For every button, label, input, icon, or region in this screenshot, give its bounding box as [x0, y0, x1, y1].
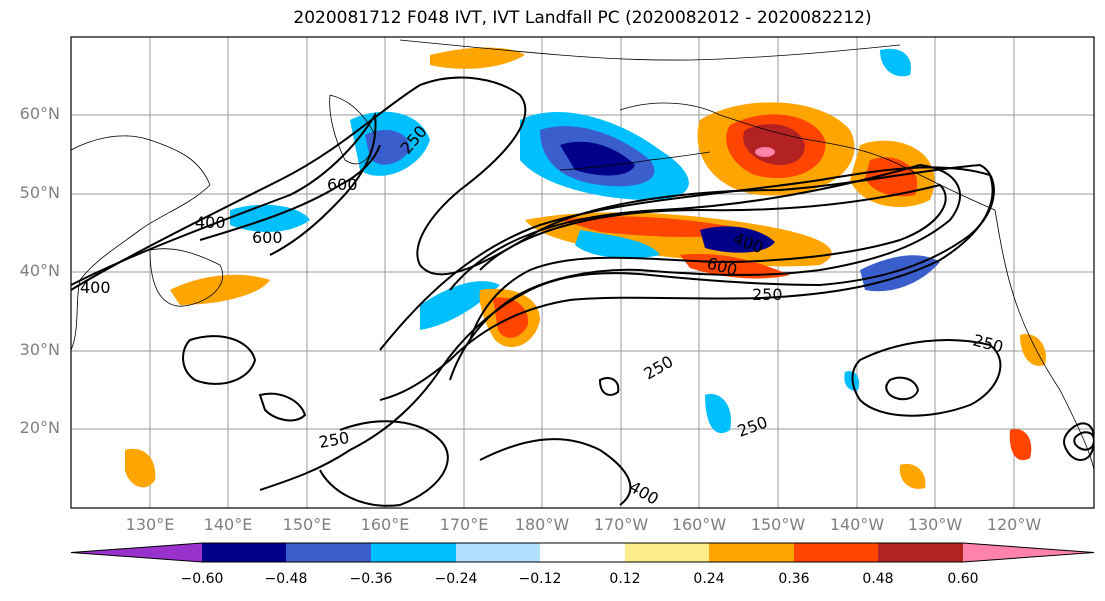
contour-tc-inner — [1073, 431, 1094, 451]
coastlines — [71, 39, 1094, 471]
lat-label: 40°N — [19, 261, 60, 280]
negative-anomaly-tropics-central — [705, 394, 731, 434]
colorbar-tick: −0.60 — [180, 571, 224, 587]
contour-tc — [1063, 422, 1094, 461]
contour-label: 400 — [195, 213, 226, 232]
alaska-coastline — [619, 102, 996, 211]
colorbar-tick: −0.12 — [518, 571, 562, 587]
contour-label: 250 — [971, 331, 1005, 357]
contour-label: 250 — [735, 412, 770, 440]
contour-250-west — [182, 335, 257, 385]
contour-jet-outermost — [379, 166, 994, 401]
kamchatka-coastline — [329, 94, 376, 165]
positive-anomaly-tropics-central — [899, 463, 926, 489]
lat-label: 30°N — [19, 340, 60, 359]
arctic-coastline — [399, 39, 901, 61]
colorbar-tick: 0.36 — [778, 571, 810, 587]
contour-small — [598, 377, 620, 396]
colorbar-tick: −0.36 — [349, 571, 393, 587]
colorbar-segment — [202, 543, 286, 562]
lon-label: 180°W — [514, 515, 570, 534]
negative-anomaly-northeast — [880, 48, 911, 77]
lon-label: 140°E — [203, 515, 253, 534]
contour-400-southeast — [479, 438, 632, 506]
positive-anomaly-baja — [1020, 334, 1046, 366]
negative-anomaly-jet-east — [860, 255, 940, 292]
colorbar-segment — [878, 543, 963, 562]
asia-coastline — [71, 135, 211, 351]
lon-label: 130°W — [907, 515, 963, 534]
colorbar-segment — [625, 543, 709, 562]
contour-250-north — [71, 76, 995, 491]
contour-400 — [71, 111, 377, 286]
plot-title: 2020081712 F048 IVT, IVT Landfall PC (20… — [293, 8, 872, 28]
lon-label: 170°W — [593, 515, 649, 534]
colorbar — [70, 542, 1095, 563]
contour-box — [258, 392, 307, 422]
positive-anomaly-mexico — [1009, 429, 1032, 461]
lon-label: 150°E — [282, 515, 332, 534]
lat-label: 20°N — [19, 418, 60, 437]
contour-jet-outer — [449, 163, 961, 381]
colorbar-tick: 0.24 — [693, 571, 725, 587]
colorbar-segment — [71, 543, 202, 562]
ivt-contours — [71, 76, 1094, 507]
contour-label: 600 — [252, 228, 283, 247]
contour-label: 250 — [317, 428, 350, 452]
lon-label: 160°W — [671, 515, 727, 534]
contour-label: 600 — [327, 175, 358, 194]
negative-anomaly-bering-inner — [560, 141, 635, 176]
colorbar-segment — [371, 543, 456, 562]
colorbar-segment — [794, 543, 878, 562]
colorbar-segment — [456, 543, 540, 562]
contour-250-south — [319, 420, 449, 507]
map-area: 600 400 600 250 400 600 250 250 250 250 … — [71, 37, 1094, 509]
colorbar-tick: −0.48 — [264, 571, 308, 587]
colorbar-tick: 0.60 — [947, 571, 979, 587]
positive-anomaly-jet-east — [680, 253, 790, 279]
positive-anomaly-alaska-max — [755, 147, 775, 157]
lon-label: 140°W — [829, 515, 885, 534]
ivt-shading — [125, 47, 1046, 489]
colorbar-segment — [709, 543, 794, 562]
map-frame — [70, 36, 1095, 509]
grid-lines — [71, 37, 1094, 508]
contour-jet-inner — [469, 183, 947, 341]
colorbar-tick: 0.12 — [609, 571, 641, 587]
contour-label: 250 — [641, 352, 677, 384]
contour-label: 250 — [752, 285, 783, 304]
positive-anomaly-japan — [170, 274, 270, 305]
positive-anomaly-tropical-west — [125, 448, 156, 488]
contour-high — [885, 376, 920, 401]
lon-label: 120°W — [986, 515, 1042, 534]
lon-label: 170°E — [439, 515, 489, 534]
negative-anomaly-jet-mid — [575, 230, 660, 259]
japan-coastline — [149, 248, 223, 307]
colorbar-tick: 0.48 — [862, 571, 894, 587]
colorbar-outline — [70, 542, 1095, 563]
negative-anomaly-kamchatka-core — [365, 130, 410, 165]
colorbar-segment — [540, 543, 625, 562]
colorbar-tick: −0.24 — [434, 571, 478, 587]
colorbar-segment — [963, 543, 1094, 562]
contour-label: 400 — [626, 477, 662, 509]
lon-label: 130°E — [125, 515, 175, 534]
contour-label: 400 — [80, 278, 111, 297]
lat-label: 50°N — [19, 183, 60, 202]
lat-label: 60°N — [19, 104, 60, 123]
contour-600 — [199, 144, 381, 241]
north-america-coastline — [994, 209, 1094, 471]
positive-anomaly-north-asia — [430, 47, 525, 69]
colorbar-segment — [286, 543, 371, 562]
aleutians — [559, 151, 711, 171]
lon-label: 160°E — [360, 515, 410, 534]
negative-anomaly-jet — [700, 226, 775, 253]
contour-250-east — [851, 339, 1002, 417]
lon-label: 150°W — [750, 515, 806, 534]
